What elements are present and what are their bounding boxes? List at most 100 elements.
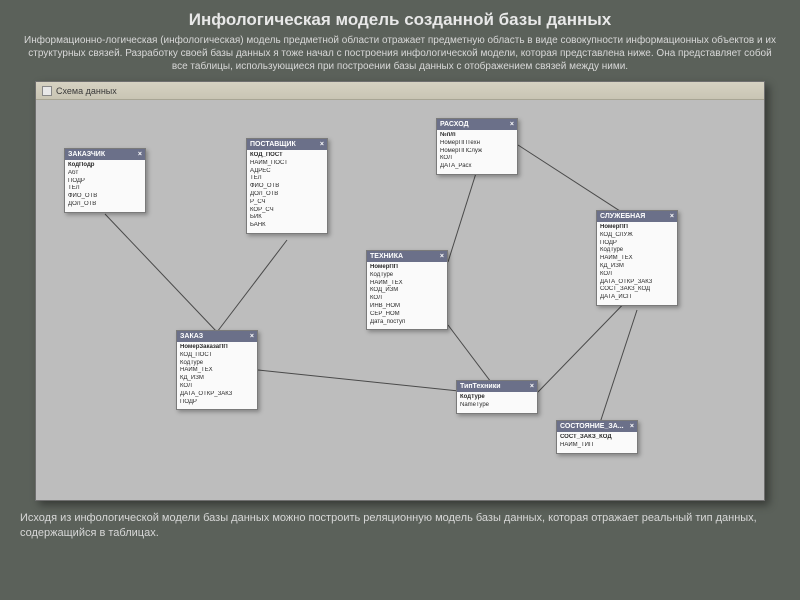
entity-header[interactable]: ЗАКАЗЧИК ×: [65, 149, 145, 160]
field: №п/п: [440, 132, 514, 140]
field: NameType: [460, 402, 534, 410]
schema-canvas: ЗАКАЗЧИК×КодПодрАбтПОДРТЕЛФИО_ОТВДОЛ_ОТВ…: [36, 100, 764, 500]
field: КодТуре: [600, 247, 674, 255]
field: КОР_СЧ: [250, 207, 324, 215]
field: КодТуре: [180, 360, 254, 368]
field: ДАТА_ОТКР_ЗАКЗ: [180, 391, 254, 399]
entity-title: РАСХОД: [440, 121, 469, 128]
close-icon[interactable]: ×: [670, 213, 674, 220]
field: КОЛ: [370, 295, 444, 303]
close-icon[interactable]: ×: [138, 151, 142, 158]
field: НАИМ_ТЕХ: [180, 367, 254, 375]
entity-title: СЛУЖЕБНАЯ: [600, 213, 645, 220]
field: НомерППТехн: [440, 140, 514, 148]
entity-e5[interactable]: ЗАКАЗ × НомерЗаказаППКОД_ПОСТКодТуреНАИМ_Т…: [176, 330, 258, 410]
window-title-text: Схема данных: [56, 86, 117, 96]
field: КОД_ПОСТ: [180, 352, 254, 360]
field: НомерЗаказаПП: [180, 344, 254, 352]
field: ДОЛ_ОТВ: [68, 201, 142, 209]
entity-title: ТЕХНИКА: [370, 253, 403, 260]
field: ДАТА_Расх: [440, 163, 514, 171]
entity-fields: НомерППКодТуреНАИМ_ТЕХКОД_ИЗМКОЛИНВ_НОМС…: [367, 262, 447, 329]
field: КОЛ: [440, 155, 514, 163]
field: ФИО_ОТВ: [250, 183, 324, 191]
entity-fields: КодТуреNameType: [457, 392, 537, 413]
entity-header[interactable]: СЛУЖЕБНАЯ ×: [597, 211, 677, 222]
schema-window: Схема данных ЗАКАЗЧИК×КодПодрАбтПОДРТЕЛФ…: [35, 81, 765, 501]
field: ПОДР: [68, 178, 142, 186]
entity-e0[interactable]: ЗАКАЗЧИК × КодПодрАбтПОДРТЕЛФИО_ОТВДОЛ_ОТВ: [64, 148, 146, 213]
field: КодТуре: [460, 394, 534, 402]
entity-fields: НомерППКОД_СЛУЖПОДРКодТуреНАИМ_ТЕХКД_ИЗМ…: [597, 222, 677, 305]
field: Абт: [68, 170, 142, 178]
close-icon[interactable]: ×: [320, 141, 324, 148]
entity-title: ПОСТАВЩИК: [250, 141, 296, 148]
entity-header[interactable]: ТипТехники ×: [457, 381, 537, 392]
field: КОЛ: [600, 271, 674, 279]
field: ТЕЛ: [250, 175, 324, 183]
field: НАИМ_ТЕХ: [600, 255, 674, 263]
db-icon: [42, 86, 52, 96]
entity-title: СОСТОЯНИЕ_ЗА...: [560, 423, 624, 430]
close-icon[interactable]: ×: [630, 423, 634, 430]
entity-header[interactable]: ТЕХНИКА ×: [367, 251, 447, 262]
close-icon[interactable]: ×: [440, 253, 444, 260]
field: ПОДР: [180, 399, 254, 407]
entity-header[interactable]: СОСТОЯНИЕ_ЗА... ×: [557, 421, 637, 432]
field: Р_СЧ: [250, 199, 324, 207]
page-title: Инфологическая модель созданной базы дан…: [0, 0, 800, 34]
entity-e7[interactable]: СОСТОЯНИЕ_ЗА... × СОСТ_ЗАКЗ_КОДНАИМ_ТИП: [556, 420, 638, 454]
field: КодПодр: [68, 162, 142, 170]
entity-header[interactable]: РАСХОД ×: [437, 119, 517, 130]
field: НомерПП: [370, 264, 444, 272]
close-icon[interactable]: ×: [530, 383, 534, 390]
entity-title: ЗАКАЗ: [180, 333, 203, 340]
field: ДАТА_ОТКР_ЗАКЗ: [600, 279, 674, 287]
field: НАИМ_ПОСТ: [250, 160, 324, 168]
entity-e3[interactable]: РАСХОД × №п/пНомерППТехнНомерППСлужКОЛДАТА…: [436, 118, 518, 175]
field: СОСТ_ЗАКЗ_КОД: [600, 286, 674, 294]
entity-e2[interactable]: ТЕХНИКА × НомерППКодТуреНАИМ_ТЕХКОД_ИЗМКОЛ…: [366, 250, 448, 330]
field: НАИМ_ТИП: [560, 442, 634, 450]
entity-fields: КодПодрАбтПОДРТЕЛФИО_ОТВДОЛ_ОТВ: [65, 160, 145, 212]
entity-e1[interactable]: ПОСТАВЩИК × КОД_ПОСТНАИМ_ПОСТАДРЕСТЕЛФИО_О…: [246, 138, 328, 234]
entity-header[interactable]: ПОСТАВЩИК ×: [247, 139, 327, 150]
intro-text: Информационно-логическая (инфологическая…: [0, 34, 800, 81]
footer-text: Исходя из инфологической модели базы дан…: [0, 501, 800, 541]
entity-e6[interactable]: ТипТехники × КодТуреNameType: [456, 380, 538, 414]
entity-title: ЗАКАЗЧИК: [68, 151, 105, 158]
window-titlebar[interactable]: Схема данных: [36, 82, 764, 100]
field: ТЕЛ: [68, 185, 142, 193]
entity-fields: СОСТ_ЗАКЗ_КОДНАИМ_ТИП: [557, 432, 637, 453]
close-icon[interactable]: ×: [250, 333, 254, 340]
field: НомерППСлуж: [440, 148, 514, 156]
field: ИНВ_НОМ: [370, 303, 444, 311]
entity-fields: №п/пНомерППТехнНомерППСлужКОЛДАТА_Расх: [437, 130, 517, 174]
field: КОД_ИЗМ: [370, 287, 444, 295]
field: ДОЛ_ОТВ: [250, 191, 324, 199]
field: НАИМ_ТЕХ: [370, 280, 444, 288]
field: НомерПП: [600, 224, 674, 232]
entity-fields: КОД_ПОСТНАИМ_ПОСТАДРЕСТЕЛФИО_ОТВДОЛ_ОТВР…: [247, 150, 327, 233]
field: БИК: [250, 214, 324, 222]
field: БАНК: [250, 222, 324, 230]
field: СЕР_НОМ: [370, 311, 444, 319]
relationship-line: [597, 310, 637, 432]
field: КОЛ: [180, 383, 254, 391]
field: КД_ИЗМ: [600, 263, 674, 271]
field: СОСТ_ЗАКЗ_КОД: [560, 434, 634, 442]
field: КодТуре: [370, 272, 444, 280]
field: ПОДР: [600, 240, 674, 248]
field: КД_ИЗМ: [180, 375, 254, 383]
field: ФИО_ОТВ: [68, 193, 142, 201]
entity-header[interactable]: ЗАКАЗ ×: [177, 331, 257, 342]
entity-title: ТипТехники: [460, 383, 501, 390]
field: КОД_ПОСТ: [250, 152, 324, 160]
entity-e4[interactable]: СЛУЖЕБНАЯ × НомерППКОД_СЛУЖПОДРКодТуреНАИМ…: [596, 210, 678, 306]
field: Дата_поступ: [370, 319, 444, 327]
relationship-line: [105, 214, 217, 332]
field: ДАТА_ИСП: [600, 294, 674, 302]
close-icon[interactable]: ×: [510, 121, 514, 128]
entity-fields: НомерЗаказаППКОД_ПОСТКодТуреНАИМ_ТЕХКД_И…: [177, 342, 257, 409]
relationship-line: [448, 170, 477, 262]
